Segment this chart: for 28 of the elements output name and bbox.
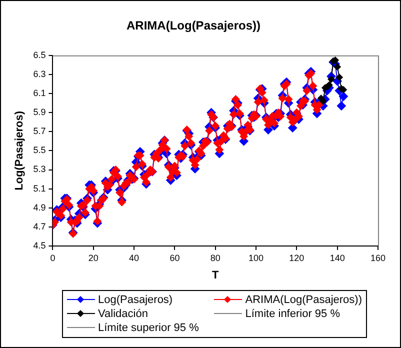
x-tick-label: 140 <box>330 252 345 263</box>
y-tick-label: 4.9 <box>33 202 46 212</box>
legend-label: ARIMA(Log(Pasajeros)) <box>245 294 362 306</box>
y-tick-label: 6.5 <box>33 50 46 60</box>
y-tick-label: 6.1 <box>33 88 46 98</box>
y-tick-label: 5.1 <box>33 183 46 194</box>
legend-label: Límite superior 95 % <box>98 322 199 334</box>
y-tick-label: 6.3 <box>33 68 46 79</box>
y-tick-label: 5.5 <box>33 145 46 156</box>
x-tick-label: 40 <box>129 252 140 263</box>
x-tick-label: 60 <box>170 252 180 263</box>
y-tick-label: 4.7 <box>33 221 46 232</box>
x-axis-title: T <box>212 269 219 282</box>
y-tick-label: 5.9 <box>33 107 46 118</box>
y-axis-title: Log(Pasajeros) <box>14 110 26 190</box>
x-tick-label: 20 <box>88 252 98 263</box>
x-tick-label: 100 <box>248 252 264 263</box>
x-tick-label: 120 <box>289 252 304 263</box>
y-tick-label: 5.3 <box>33 164 46 174</box>
y-tick-label: 4.5 <box>33 240 46 250</box>
chart-title: ARIMA(Log(Pasajeros)) <box>126 18 261 33</box>
y-tick-label: 5.7 <box>33 126 46 136</box>
legend-label: Límite inferior 95 % <box>245 308 340 320</box>
legend-label: Validación <box>98 308 148 320</box>
x-tick-label: 80 <box>210 252 220 263</box>
legend-label: Log(Pasajeros) <box>98 294 173 306</box>
x-tick-label: 160 <box>370 252 386 263</box>
x-tick-label: 0 <box>50 252 56 263</box>
